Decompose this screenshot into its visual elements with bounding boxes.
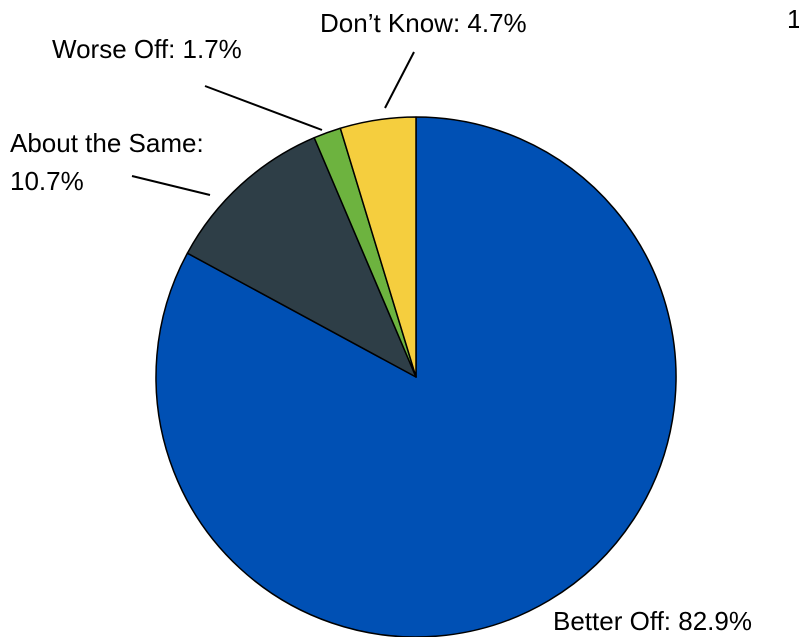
pie-slices [155, 116, 677, 637]
slice-dont-know [339, 116, 417, 378]
label-dont-know: Don’t Know: 4.7% [320, 8, 527, 38]
slice-about-same [186, 136, 417, 378]
corner-fragment-text: 1 [787, 4, 799, 34]
label-about-same-line1: About the Same: [10, 128, 204, 158]
label-better-off: Better Off: 82.9% [553, 606, 752, 636]
leader-line-worse-off [204, 85, 323, 131]
leader-line-about-same [131, 175, 211, 196]
leader-line-dont-know [384, 51, 415, 109]
label-about-same-line2: 10.7% [10, 166, 84, 196]
label-worse-off: Worse Off: 1.7% [52, 34, 242, 64]
